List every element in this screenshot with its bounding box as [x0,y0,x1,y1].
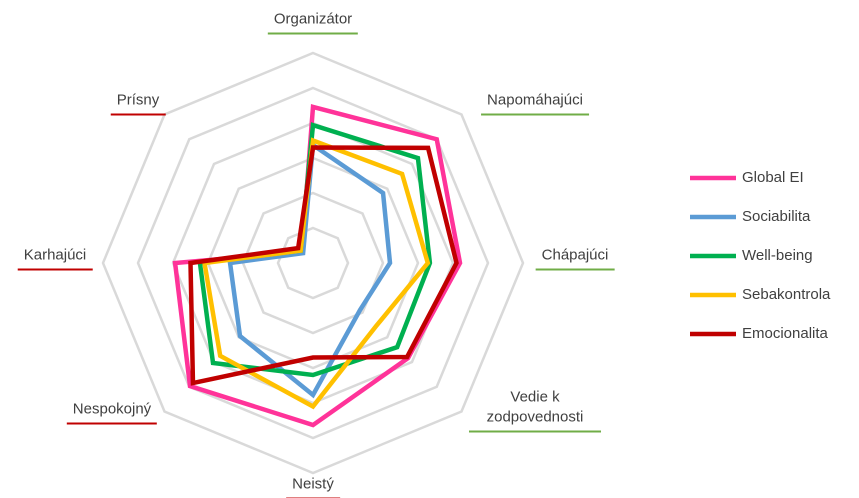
axis-label: Chápajúci [535,246,615,271]
grid-ring [136,86,490,440]
grid-ring [101,51,525,475]
legend-label: Emocionalita [742,325,829,342]
series-line [197,122,433,378]
legend-label: Sebakontrola [742,286,831,303]
grid-ring [241,191,385,335]
axis-label: Organizátor [267,10,359,35]
series-line [188,145,459,386]
axis-label: Napomáhajúci [481,91,589,116]
grid-ring [276,226,350,300]
axis-label: Nespokojný [66,400,158,425]
axis-label: Vedie k zodpovednosti [469,388,601,433]
legend-label: Well-being [742,247,813,264]
legend-label: Global EI [742,169,804,186]
axis-label: Prísny [110,91,166,116]
axis-label: Karhajúci [17,246,93,271]
series-line [201,137,431,410]
grid-ring [206,156,420,370]
legend-label: Sociabilita [742,208,811,225]
series-line [227,141,393,399]
axis-label: Neistý [286,475,340,498]
